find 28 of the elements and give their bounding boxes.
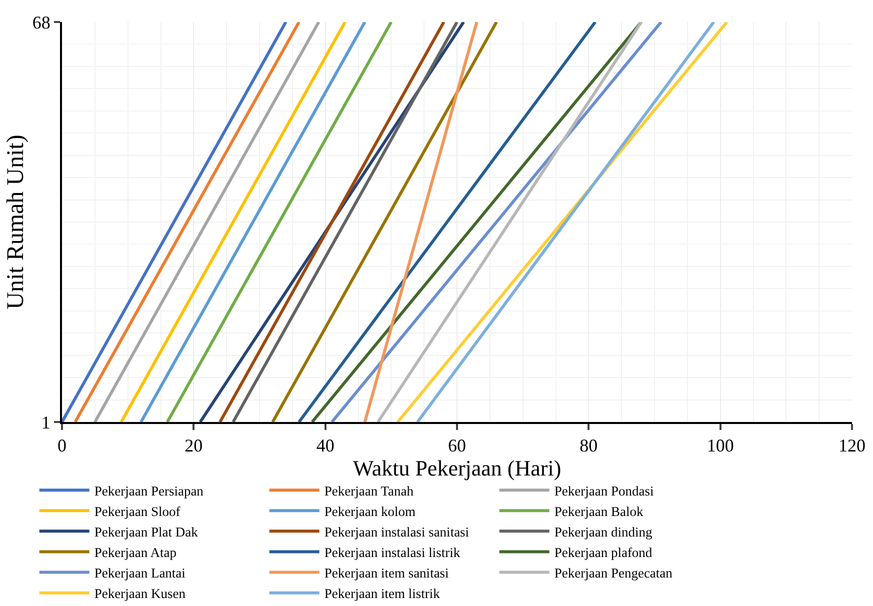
- x-tick-label: 100: [706, 436, 734, 456]
- legend-label: Pekerjaan Pengecatan: [554, 566, 673, 581]
- legend-label: Pekerjaan Lantai: [94, 566, 186, 581]
- x-tick-label: 120: [838, 436, 866, 456]
- x-tick-label: 0: [58, 436, 66, 456]
- x-tick-label: 20: [184, 436, 203, 456]
- legend-label: Pekerjaan Persiapan: [94, 483, 204, 498]
- legend-label: Pekerjaan item sanitasi: [324, 566, 450, 581]
- y-axis-title: Unit Rumah Unit): [3, 134, 29, 310]
- x-axis-title: Waktu Pekerjaan (Hari): [352, 456, 562, 481]
- legend-label: Pekerjaan instalasi listrik: [324, 544, 460, 560]
- y-tick-label: 1: [41, 412, 50, 432]
- legend-label: Pekerjaan plafond: [554, 544, 652, 560]
- legend-label: Pekerjaan Kusen: [94, 586, 186, 602]
- x-tick-label: 80: [580, 436, 598, 456]
- legend-label: Pekerjaan Atap: [94, 544, 177, 560]
- legend-label: Pekerjaan dinding: [554, 524, 652, 540]
- legend-label: Pekerjaan Sloof: [94, 504, 181, 519]
- legend-label: Pekerjaan item listrik: [324, 586, 440, 602]
- legend-label: Pekerjaan instalasi sanitasi: [324, 524, 470, 540]
- legend-label: Pekerjaan Plat Dak: [94, 524, 198, 540]
- legend-label: Pekerjaan Pondasi: [554, 483, 654, 498]
- x-tick-label: 60: [448, 436, 466, 456]
- legend-label: Pekerjaan kolom: [324, 504, 416, 519]
- x-tick-label: 40: [316, 436, 334, 456]
- legend-label: Pekerjaan Balok: [554, 504, 644, 519]
- legend-label: Pekerjaan Tanah: [324, 483, 414, 498]
- y-tick-label: 68: [32, 12, 50, 32]
